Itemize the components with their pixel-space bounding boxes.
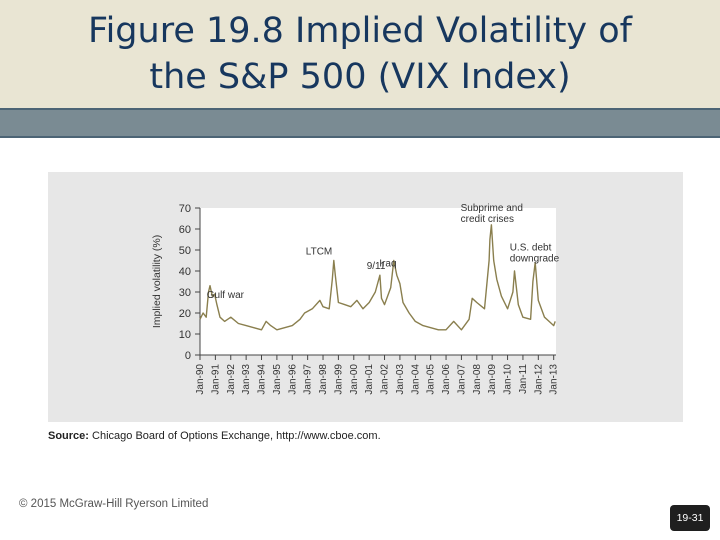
x-tick-label: Jan-90 bbox=[195, 364, 206, 395]
x-tick-label: Jan-98 bbox=[318, 364, 329, 395]
x-tick-label: Jan-01 bbox=[364, 364, 375, 395]
source-text: Chicago Board of Options Exchange, http:… bbox=[88, 430, 381, 442]
x-tick-label: Jan-08 bbox=[472, 364, 483, 395]
y-axis-title: Implied volatility (%) bbox=[151, 235, 163, 328]
x-tick-label: Jan-94 bbox=[257, 364, 268, 395]
y-tick-label: 20 bbox=[179, 308, 191, 320]
annotation-label: Iraq bbox=[379, 259, 396, 270]
x-tick-label: Jan-09 bbox=[487, 364, 498, 395]
vix-series-line bbox=[199, 224, 556, 331]
annotation-label: Gulf war bbox=[207, 290, 245, 301]
x-tick-label: Jan-93 bbox=[241, 364, 252, 395]
page-number-badge: 19-31 bbox=[670, 505, 710, 531]
x-tick-label: Jan-06 bbox=[441, 364, 452, 395]
slide-title: Figure 19.8 Implied Volatility of the S&… bbox=[0, 8, 720, 100]
slide-title-line-1: Figure 19.8 Implied Volatility of bbox=[87, 11, 632, 51]
y-tick-label: 70 bbox=[179, 203, 191, 215]
x-tick-label: Jan-96 bbox=[287, 364, 298, 395]
annotation-label: Subprime and credit crises bbox=[461, 203, 523, 225]
x-tick-label: Jan-11 bbox=[518, 364, 529, 394]
y-tick-label: 40 bbox=[179, 266, 191, 278]
y-tick-label: 10 bbox=[179, 329, 191, 341]
x-tick-label: Jan-91 bbox=[210, 364, 221, 395]
y-tick-label: 30 bbox=[179, 287, 191, 299]
x-tick-label: Jan-03 bbox=[395, 364, 406, 395]
x-tick-label: Jan-04 bbox=[410, 364, 421, 395]
slide-title-line-2: the S&P 500 (VIX Index) bbox=[149, 57, 571, 97]
annotation-label: 9/11 bbox=[367, 261, 386, 272]
title-divider-bar bbox=[0, 108, 720, 138]
x-tick-label: Jan-07 bbox=[456, 364, 467, 395]
x-tick-label: Jan-97 bbox=[303, 364, 314, 395]
y-tick-label: 60 bbox=[179, 224, 191, 236]
y-tick-label: 0 bbox=[185, 350, 191, 362]
annotation-label: LTCM bbox=[306, 246, 332, 257]
y-tick-label: 50 bbox=[179, 245, 191, 257]
x-tick-label: Jan-99 bbox=[333, 364, 344, 395]
x-tick-label: Jan-02 bbox=[380, 364, 391, 395]
figure-panel: 0 10 20 30 40 50 60 70 Implied volatility (%) Jan… bbox=[48, 172, 683, 422]
copyright-notice: © 2015 McGraw-Hill Ryerson Limited bbox=[19, 498, 209, 510]
x-tick-label: Jan-92 bbox=[226, 364, 237, 395]
vix-line-chart: 0 10 20 30 40 50 60 70 Implied volatility (%) Jan… bbox=[151, 203, 560, 395]
x-tick-label: Jan-12 bbox=[533, 364, 544, 395]
x-tick-label: Jan-10 bbox=[503, 364, 514, 395]
x-tick-label: Jan-95 bbox=[272, 364, 283, 395]
x-tick-label: Jan-13 bbox=[549, 364, 560, 395]
x-tick-label: Jan-05 bbox=[426, 364, 437, 395]
annotation-label: U.S. debt downgrade bbox=[510, 243, 560, 265]
source-note: Source: Chicago Board of Options Exchang… bbox=[48, 430, 381, 442]
x-tick-label: Jan-00 bbox=[349, 364, 360, 395]
source-label: Source: bbox=[48, 430, 89, 442]
title-band bbox=[0, 0, 720, 108]
